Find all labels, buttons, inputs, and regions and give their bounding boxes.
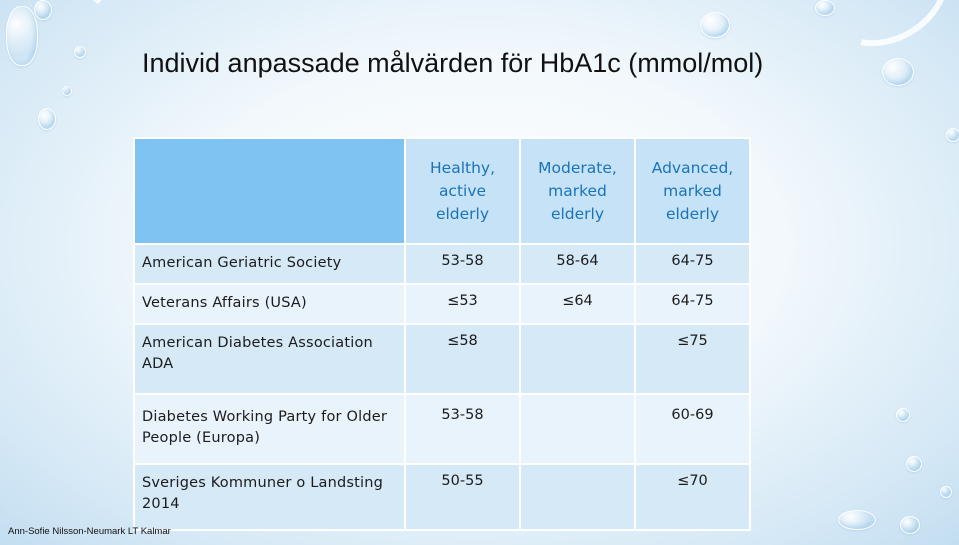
hba1c-target-table: Healthy, active elderly Moderate, marked… (133, 137, 751, 531)
water-drop-decoration (38, 108, 56, 130)
header-moderate-marked-elderly: Moderate, marked elderly (519, 137, 636, 245)
row-label: American Geriatric Society (133, 243, 406, 285)
row-value: 50-55 (404, 463, 521, 531)
water-drop-decoration (940, 486, 952, 498)
slide-title: Individ anpassade målvärden för HbA1c (m… (142, 48, 764, 78)
row-value: ≤58 (404, 323, 521, 395)
water-drop-decoration (946, 128, 959, 142)
table-row: American Diabetes Association ADA ≤58 ≤7… (133, 323, 751, 395)
table-row: Veterans Affairs (USA) ≤53 ≤64 64-75 (133, 283, 751, 325)
row-label: American Diabetes Association ADA (133, 323, 406, 395)
header-corner-cell (133, 137, 406, 245)
row-value: 64-75 (634, 283, 751, 325)
header-healthy-active-elderly: Healthy, active elderly (404, 137, 521, 245)
water-drop-decoration (900, 516, 920, 534)
table-row: Diabetes Working Party for Older People … (133, 393, 751, 465)
row-value: 53-58 (404, 393, 521, 465)
row-value: ≤70 (634, 463, 751, 531)
row-value (519, 393, 636, 465)
row-label: Veterans Affairs (USA) (133, 283, 406, 325)
water-drop-decoration (700, 12, 730, 38)
row-label: Sveriges Kommuner o Landsting 2014 (133, 463, 406, 531)
header-advanced-marked-elderly: Advanced, marked elderly (634, 137, 751, 245)
row-value: 58-64 (519, 243, 636, 285)
water-drop-decoration (838, 510, 876, 530)
row-value: 64-75 (634, 243, 751, 285)
water-drop-decoration (815, 0, 835, 16)
row-value: ≤64 (519, 283, 636, 325)
water-drop-decoration (906, 456, 922, 472)
author-footer: Ann-Sofie Nilsson-Neumark LT Kalmar (8, 526, 171, 537)
row-value (519, 323, 636, 395)
swirl-decoration (803, 0, 959, 69)
row-label: Diabetes Working Party for Older People … (133, 393, 406, 465)
row-value: 60-69 (634, 393, 751, 465)
swirl-decoration (0, 0, 122, 102)
row-value (519, 463, 636, 531)
water-drop-decoration (882, 58, 914, 86)
row-value: 53-58 (404, 243, 521, 285)
table-row: Sveriges Kommuner o Landsting 2014 50-55… (133, 463, 751, 531)
table-row: American Geriatric Society 53-58 58-64 6… (133, 243, 751, 285)
row-value: ≤75 (634, 323, 751, 395)
row-value: ≤53 (404, 283, 521, 325)
water-drop-decoration (896, 408, 910, 422)
table-header-row: Healthy, active elderly Moderate, marked… (133, 137, 751, 245)
